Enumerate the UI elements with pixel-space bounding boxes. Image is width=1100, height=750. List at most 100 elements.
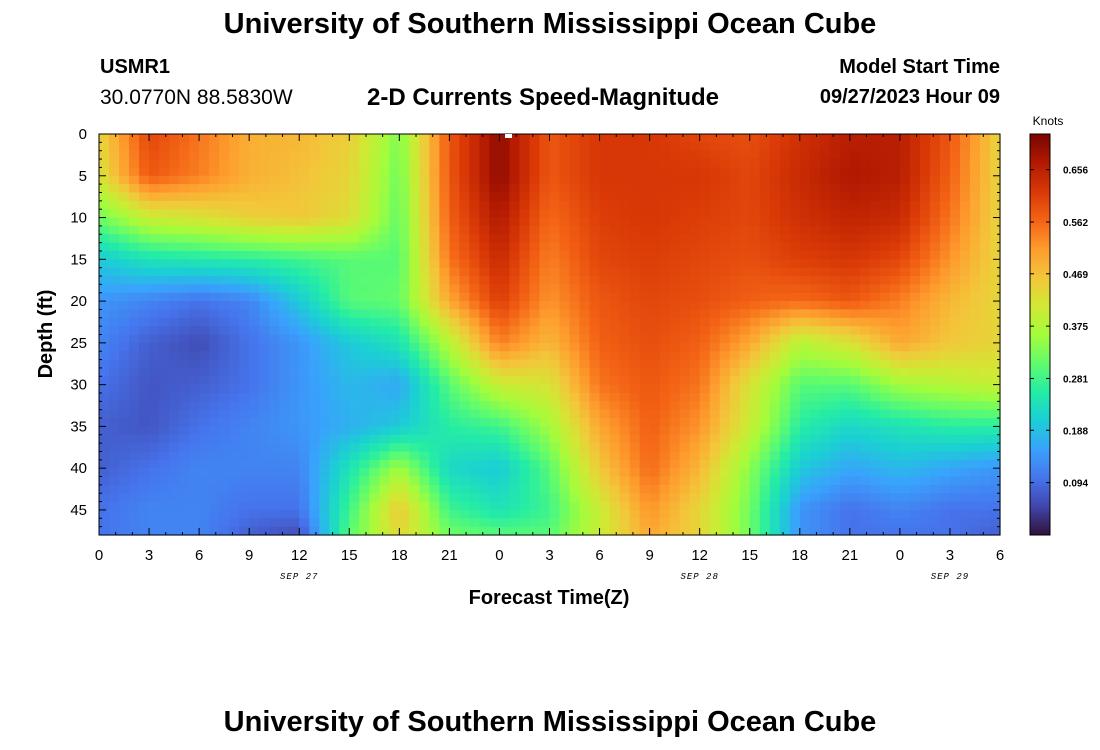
heatmap-cell — [609, 284, 621, 294]
heatmap-cell — [939, 468, 951, 478]
heatmap-cell — [289, 225, 300, 235]
heatmap-cell — [509, 192, 521, 202]
heatmap-cell — [679, 284, 691, 294]
heatmap-cell — [799, 443, 811, 453]
heatmap-cell — [859, 509, 871, 519]
heatmap-cell — [979, 459, 991, 469]
heatmap-cell — [879, 351, 891, 361]
heatmap-cell — [849, 209, 861, 219]
heatmap-cell — [159, 276, 170, 285]
heatmap-cell — [959, 309, 971, 319]
heatmap-cell — [109, 192, 120, 202]
heatmap-cell — [299, 443, 310, 453]
heatmap-cell — [109, 159, 120, 169]
heatmap-cell — [739, 367, 751, 377]
heatmap-cell — [919, 501, 931, 511]
heatmap-cell — [619, 351, 631, 361]
heatmap-cell — [499, 409, 511, 419]
heatmap-cell — [539, 476, 551, 486]
heatmap-cell — [699, 250, 711, 260]
heatmap-cell — [699, 493, 711, 503]
heatmap-cell — [549, 526, 561, 536]
heatmap-cell — [979, 376, 991, 386]
heatmap-cell — [319, 426, 330, 436]
heatmap-cell — [569, 234, 581, 244]
heatmap-cell — [759, 217, 771, 227]
heatmap-cell — [219, 225, 230, 235]
heatmap-cell — [639, 326, 651, 336]
heatmap-cell — [389, 317, 400, 327]
heatmap-cell — [909, 418, 921, 427]
heatmap-cell — [329, 342, 340, 352]
heatmap-cell — [389, 159, 400, 169]
heatmap-cell — [269, 259, 280, 269]
heatmap-cell — [949, 234, 961, 244]
heatmap-cell — [219, 267, 230, 277]
heatmap-cell — [489, 301, 501, 311]
heatmap-cell — [269, 150, 280, 160]
heatmap-cell — [479, 234, 491, 244]
heatmap-cell — [479, 175, 491, 185]
heatmap-cell — [819, 476, 831, 486]
heatmap-cell — [309, 267, 320, 277]
heatmap-cell — [469, 443, 481, 453]
heatmap-cell — [399, 426, 410, 436]
heatmap-cell — [919, 409, 931, 419]
heatmap-cell — [589, 150, 601, 160]
heatmap-cell — [629, 250, 641, 260]
heatmap-cell — [199, 184, 210, 194]
heatmap-cell — [609, 359, 621, 369]
heatmap-cell — [169, 134, 180, 143]
heatmap-cell — [579, 134, 591, 143]
heatmap-cell — [639, 317, 651, 327]
heatmap-cell — [189, 284, 200, 294]
heatmap-cell — [629, 342, 641, 352]
heatmap-cell — [529, 334, 541, 344]
heatmap-cell — [349, 509, 360, 519]
heatmap-cell — [129, 468, 140, 478]
heatmap-cell — [429, 159, 440, 169]
heatmap-cell — [109, 367, 120, 377]
heatmap-cell — [299, 401, 310, 411]
heatmap-cell — [499, 259, 511, 269]
heatmap-cell — [499, 292, 511, 302]
heatmap-cell — [549, 142, 561, 152]
heatmap-cell — [569, 276, 581, 285]
heatmap-cell — [169, 367, 180, 377]
heatmap-cell — [229, 326, 240, 336]
heatmap-cell — [549, 309, 561, 319]
heatmap-cell — [379, 309, 390, 319]
heatmap-cell — [989, 175, 1001, 185]
heatmap-cell — [409, 484, 420, 494]
heatmap-cell — [819, 200, 831, 210]
heatmap-cell — [959, 493, 971, 503]
heatmap-cell — [869, 443, 881, 453]
heatmap-cell — [889, 309, 901, 319]
heatmap-cell — [189, 134, 200, 143]
heatmap-cell — [849, 134, 861, 143]
heatmap-cell — [219, 401, 230, 411]
heatmap-cell — [619, 342, 631, 352]
heatmap-cell — [809, 309, 821, 319]
heatmap-cell — [369, 301, 380, 311]
heatmap-cell — [139, 384, 150, 394]
heatmap-cell — [779, 276, 791, 285]
heatmap-cell — [979, 284, 991, 294]
heatmap-cell — [709, 351, 721, 361]
heatmap-cell — [299, 468, 310, 478]
heatmap-cell — [99, 234, 110, 244]
heatmap-cell — [689, 443, 701, 453]
heatmap-cell — [489, 493, 501, 503]
heatmap-cell — [889, 443, 901, 453]
heatmap-cell — [549, 501, 561, 511]
heatmap-cell — [829, 200, 841, 210]
heatmap-cell — [469, 451, 481, 461]
heatmap-cell — [489, 459, 501, 469]
heatmap-cell — [539, 292, 551, 302]
heatmap-cell — [509, 518, 521, 528]
heatmap-cell — [599, 167, 611, 177]
heatmap-cell — [199, 134, 210, 143]
heatmap-cell — [779, 200, 791, 210]
heatmap-cell — [759, 476, 771, 486]
heatmap-cell — [729, 476, 741, 486]
